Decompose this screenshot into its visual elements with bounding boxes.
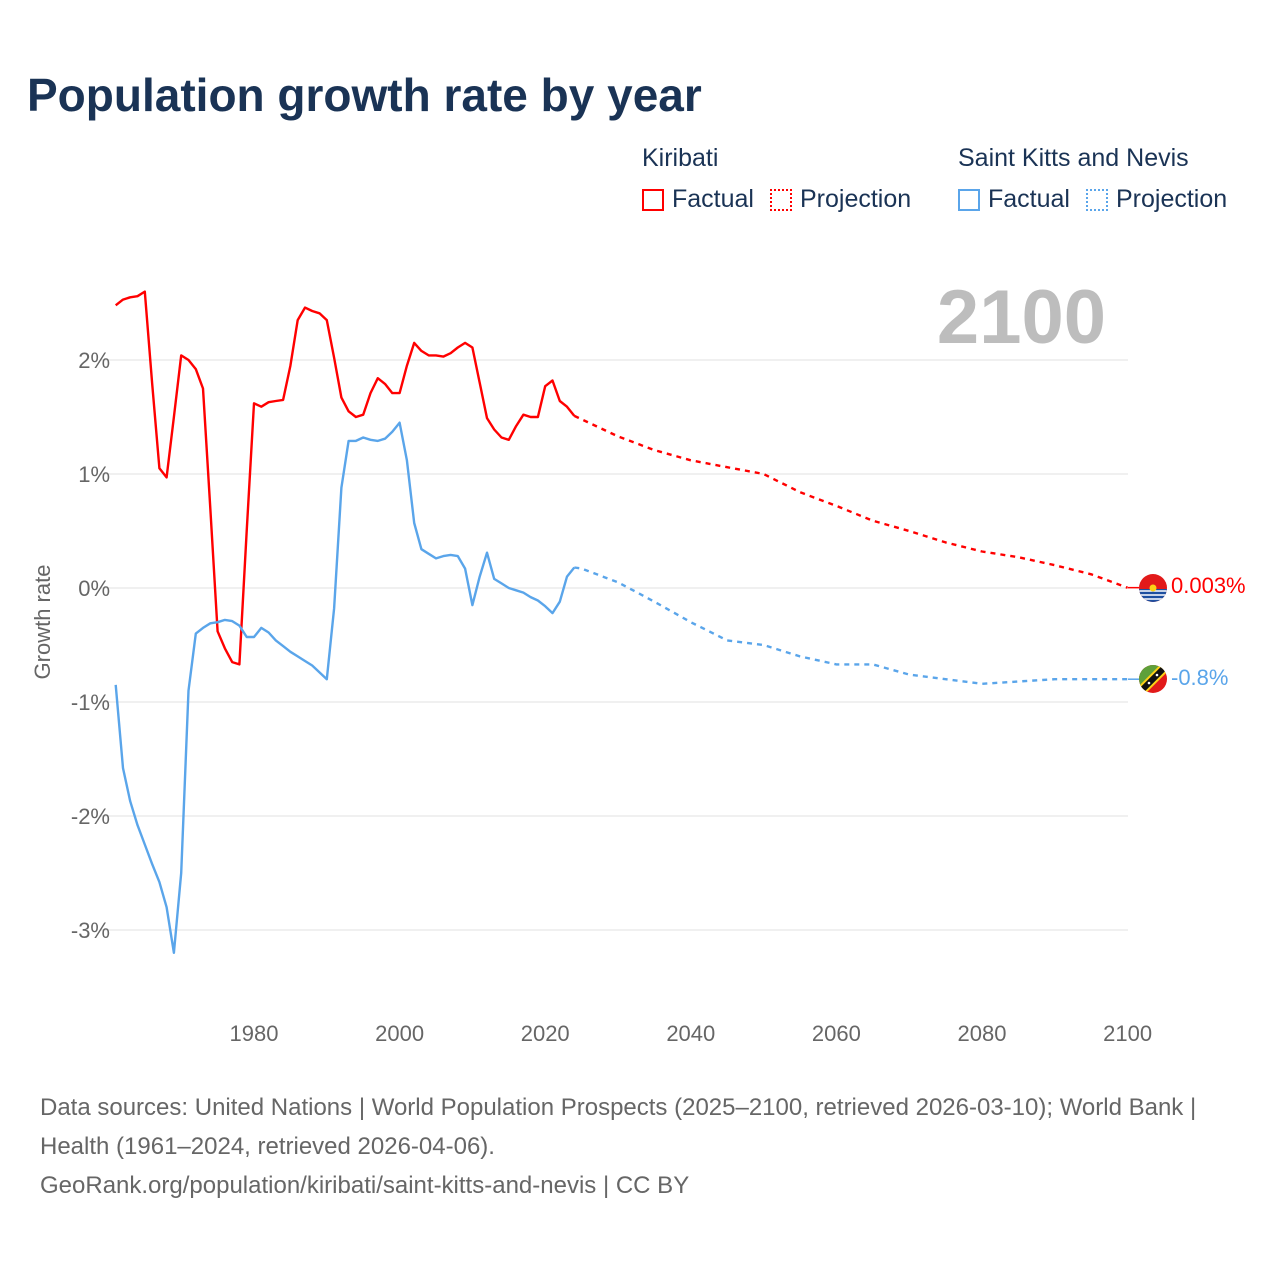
legend-skn-factual[interactable]: Factual: [958, 185, 1070, 214]
y-tick-label: 1%: [78, 462, 110, 487]
legend-swatch-solid: [958, 188, 980, 211]
data-sources: Data sources: United Nations | World Pop…: [40, 1094, 1197, 1160]
legend-swatch-solid: [642, 188, 664, 211]
legend-label: Projection: [1115, 185, 1228, 213]
kiribati-factual-line: [114, 290, 576, 666]
legend-kiribati-factual[interactable]: Factual: [642, 185, 754, 214]
y-tick-label: -3%: [71, 918, 110, 943]
x-tick-label: 2020: [521, 1021, 570, 1046]
legend-kiribati: Kiribati Factual Projection: [642, 144, 927, 214]
saint-kitts-and-nevis-projection-line: [574, 566, 1128, 685]
y-tick-label: -1%: [71, 690, 110, 715]
legend-swatch-dotted: [769, 188, 792, 211]
current-year-label: 2100: [937, 275, 1106, 360]
skn-end-label: -0.8%: [1171, 665, 1228, 690]
y-tick-label: 2%: [78, 348, 110, 373]
legend-swatch-dotted: [1085, 188, 1108, 211]
kiribati-flag-icon: [1139, 574, 1167, 602]
x-tick-label: 1980: [230, 1021, 279, 1046]
source-url[interactable]: GeoRank.org/population/kiribati/saint-ki…: [40, 1172, 690, 1199]
x-tick-label: 2080: [958, 1021, 1007, 1046]
legend-kiribati-projection[interactable]: Projection: [769, 185, 912, 214]
saint-kitts-and-nevis-factual-line: [114, 421, 576, 954]
footer: Data sources: United Nations | World Pop…: [40, 1088, 1240, 1205]
legend-saint-kitts-and-nevis: Saint Kitts and Nevis Factual Projection: [958, 144, 1243, 214]
legend-label: Projection: [799, 185, 912, 213]
legend-group-name: Saint Kitts and Nevis: [958, 144, 1189, 172]
x-tick-label: 2040: [666, 1021, 715, 1046]
y-tick-label: -2%: [71, 804, 110, 829]
legend-label: Factual: [988, 185, 1070, 213]
chart-area: 2% 1% 0% -1% -2% -3% 1980 2000 2020 2040 2060 2080 2…: [30, 275, 1246, 1046]
x-tick-label: 2000: [375, 1021, 424, 1046]
kiribati-projection-line: [573, 414, 1129, 589]
legend-group-name: Kiribati: [642, 144, 719, 172]
chart-title: Population growth rate by year: [27, 69, 702, 121]
x-tick-label: 2060: [812, 1021, 861, 1046]
kiribati-end-label: 0.003%: [1171, 573, 1246, 598]
y-axis-label: Growth rate: [30, 565, 55, 680]
legend-label: Factual: [672, 185, 754, 213]
saint-kitts-and-nevis-flag-icon: [1139, 665, 1167, 693]
legend-skn-projection[interactable]: Projection: [1085, 185, 1228, 214]
y-tick-label: 0%: [78, 576, 110, 601]
x-tick-label: 2100: [1103, 1021, 1152, 1046]
